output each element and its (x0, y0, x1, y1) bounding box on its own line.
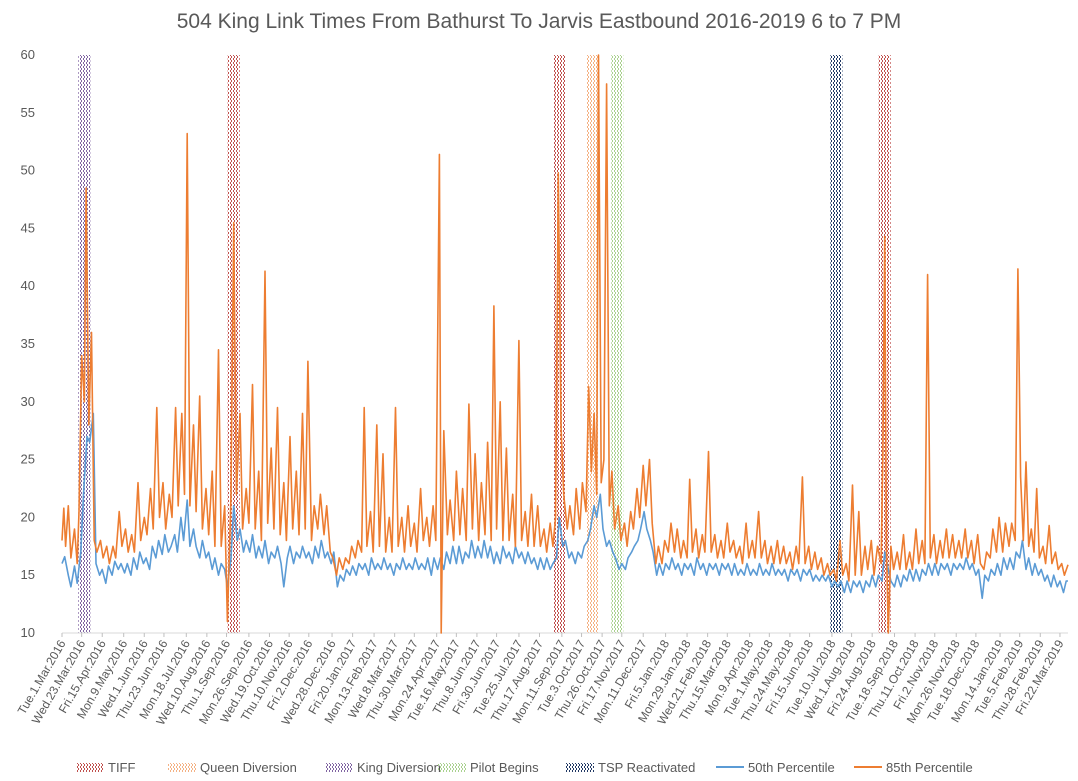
event-band-tsp-reactivated (830, 55, 843, 633)
y-tick-label: 50 (21, 163, 35, 178)
legend-swatch (438, 763, 466, 772)
legend-item: TSP Reactivated (566, 760, 695, 775)
y-tick-label: 15 (21, 567, 35, 582)
y-tick-label: 10 (21, 625, 35, 640)
legend-label: TIFF (108, 760, 135, 775)
y-tick-label: 45 (21, 220, 35, 235)
y-tick-label: 35 (21, 336, 35, 351)
y-tick-label: 40 (21, 278, 35, 293)
legend-item: King Diversion (325, 760, 441, 775)
legend-swatch (76, 763, 104, 772)
legend-item: TIFF (76, 760, 135, 775)
legend-label: King Diversion (357, 760, 441, 775)
series-line-85th-percentile (61, 54, 1069, 634)
y-tick-label: 60 (21, 47, 35, 62)
series-line-50th-percentile (61, 412, 1068, 600)
y-tick-label: 25 (21, 452, 35, 467)
legend-label: Pilot Begins (470, 760, 539, 775)
legend-item: Pilot Begins (438, 760, 539, 775)
legend-swatch (168, 763, 196, 772)
y-tick-label: 30 (21, 394, 35, 409)
legend-item: Queen Diversion (168, 760, 297, 775)
legend: TIFF Queen Diversion King Diversion Pilot B… (76, 760, 973, 775)
legend-item: 50th Percentile (716, 760, 835, 775)
event-band-queen-diversion (586, 55, 599, 633)
y-tick-label: 55 (21, 105, 35, 120)
event-band-pilot-begins (611, 55, 624, 633)
y-tick-label: 20 (21, 509, 35, 524)
legend-label: 85th Percentile (886, 760, 973, 775)
series-lines (61, 54, 1069, 634)
legend-swatch (566, 763, 594, 772)
legend-label: TSP Reactivated (598, 760, 695, 775)
legend-swatch (325, 763, 353, 772)
legend-label: 50th Percentile (748, 760, 835, 775)
legend-item: 85th Percentile (854, 760, 973, 775)
chart-title: 504 King Link Times From Bathurst To Jar… (176, 10, 902, 33)
legend-label: Queen Diversion (200, 760, 297, 775)
axes: 1015202530354045505560Tue.1.Mar.2016Wed.… (15, 47, 1068, 728)
